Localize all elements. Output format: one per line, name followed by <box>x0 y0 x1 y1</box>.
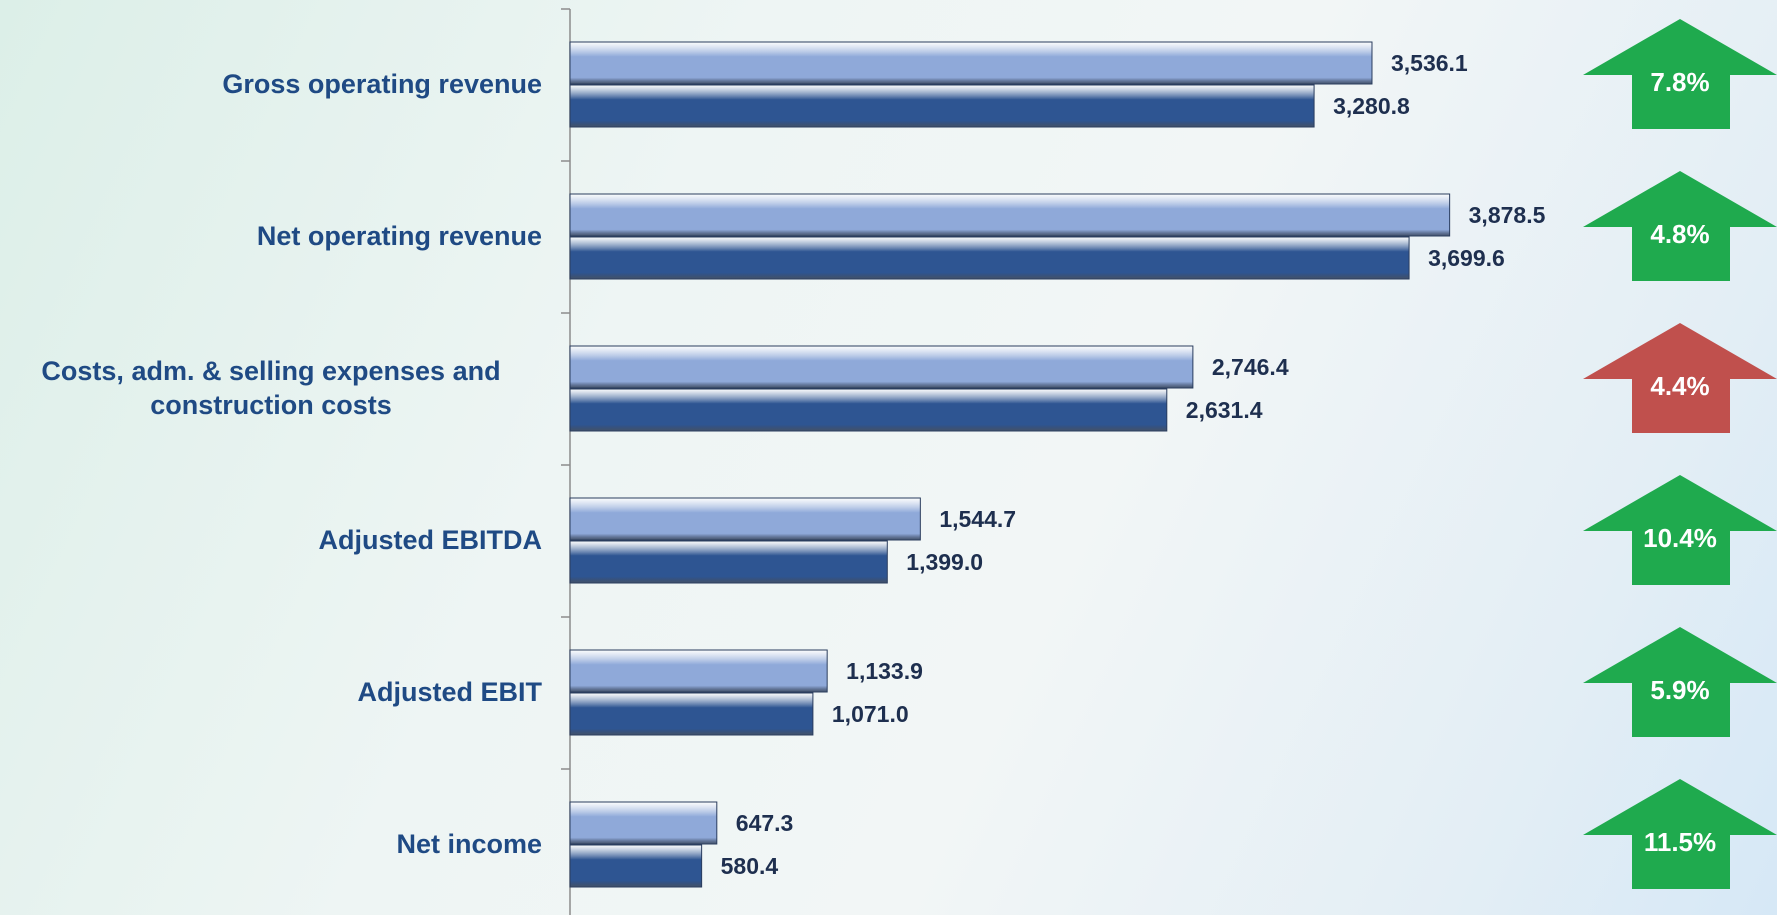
category-label: Adjusted EBITDA <box>318 523 542 557</box>
category-label: Adjusted EBIT <box>357 675 542 709</box>
category-text: Adjusted EBITDA <box>318 525 542 555</box>
value-label: 647.3 <box>736 810 794 836</box>
category-label: Gross operating revenue <box>222 67 542 101</box>
bar <box>569 345 1194 389</box>
category-text: Adjusted EBIT <box>357 677 542 707</box>
category-label: Net operating revenue <box>257 219 542 253</box>
bar <box>569 388 1168 432</box>
category-text: Net income <box>396 829 542 859</box>
change-label: 7.8% <box>1650 67 1709 97</box>
bar <box>569 41 1373 85</box>
bar <box>569 193 1451 237</box>
category-label: Costs, adm. & selling expenses and const… <box>0 354 542 422</box>
category-text: Gross operating revenue <box>222 69 542 99</box>
change-arrow <box>1583 171 1777 281</box>
bar <box>569 692 814 736</box>
value-label: 1,133.9 <box>846 658 923 684</box>
value-label: 2,631.4 <box>1186 397 1263 423</box>
value-label: 1,399.0 <box>906 549 983 575</box>
value-label: 3,699.6 <box>1428 245 1505 271</box>
value-label: 1,071.0 <box>832 701 909 727</box>
value-label: 580.4 <box>721 853 779 879</box>
change-arrow <box>1583 627 1777 737</box>
change-label: 4.8% <box>1650 219 1709 249</box>
change-label: 11.5% <box>1644 827 1716 857</box>
value-label: 3,878.5 <box>1469 202 1546 228</box>
change-label: 10.4% <box>1643 523 1717 553</box>
change-arrow <box>1583 779 1777 889</box>
bar <box>569 497 921 541</box>
bar <box>569 84 1315 128</box>
bar <box>569 844 703 888</box>
bar <box>569 649 828 693</box>
change-label: 5.9% <box>1650 675 1709 705</box>
category-text: Costs, adm. & selling expenses and const… <box>41 356 501 420</box>
bar <box>569 540 888 584</box>
change-arrow <box>1583 19 1777 129</box>
bar <box>569 236 1410 280</box>
bar <box>569 801 718 845</box>
value-label: 2,746.4 <box>1212 354 1289 380</box>
value-label: 3,280.8 <box>1333 93 1410 119</box>
value-label: 1,544.7 <box>939 506 1016 532</box>
category-label: Net income <box>396 827 542 861</box>
category-text: Net operating revenue <box>256 221 542 251</box>
value-label: 3,536.1 <box>1391 50 1468 76</box>
change-label: 4.4% <box>1650 371 1709 401</box>
change-arrow <box>1583 475 1777 585</box>
change-arrow <box>1583 323 1777 433</box>
